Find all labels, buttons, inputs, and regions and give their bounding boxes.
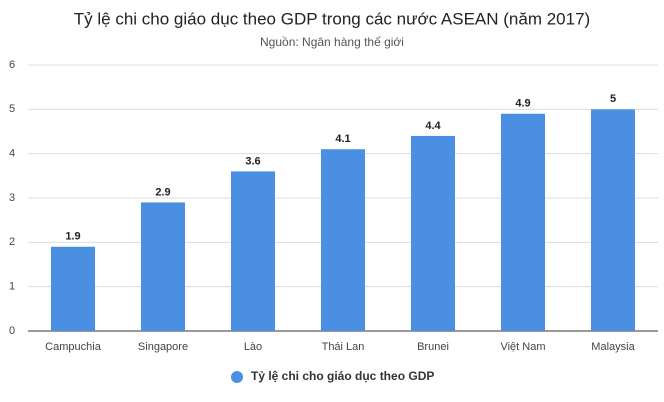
value-label: 4.9 — [515, 98, 530, 110]
x-tick-label: Brunei — [417, 341, 449, 353]
x-tick-label: Campuchia — [45, 341, 102, 353]
x-tick-label: Singapore — [138, 341, 188, 353]
legend-label: Tỷ lệ chi cho giáo dục theo GDP — [251, 369, 434, 383]
bar — [321, 149, 365, 331]
bar — [501, 113, 545, 332]
x-tick-label: Malaysia — [591, 341, 635, 353]
y-tick-label: 6 — [9, 59, 15, 71]
y-tick-label: 4 — [9, 148, 15, 160]
y-tick-label: 0 — [9, 325, 15, 337]
x-tick-label: Lào — [244, 341, 262, 353]
value-label: 1.9 — [65, 231, 80, 243]
value-label: 5 — [610, 93, 616, 105]
chart-subtitle: Nguồn: Ngân hàng thế giới — [260, 35, 404, 49]
bar — [51, 246, 95, 331]
bar — [141, 202, 185, 331]
bar — [591, 109, 635, 331]
y-tick-label: 2 — [9, 236, 15, 248]
legend-marker — [231, 371, 243, 383]
bar — [231, 171, 275, 331]
value-label: 3.6 — [245, 155, 260, 167]
y-tick-label: 1 — [9, 281, 15, 293]
chart-title: Tỷ lệ chi cho giáo dục theo GDP trong cá… — [74, 9, 590, 28]
y-tick-label: 3 — [9, 192, 15, 204]
value-label: 4.4 — [425, 120, 441, 132]
y-tick-label: 5 — [9, 103, 15, 115]
value-label: 2.9 — [155, 186, 170, 198]
x-tick-label: Việt Nam — [500, 341, 545, 353]
bar — [411, 135, 455, 331]
x-tick-label: Thái Lan — [322, 341, 365, 353]
value-label: 4.1 — [335, 133, 350, 145]
